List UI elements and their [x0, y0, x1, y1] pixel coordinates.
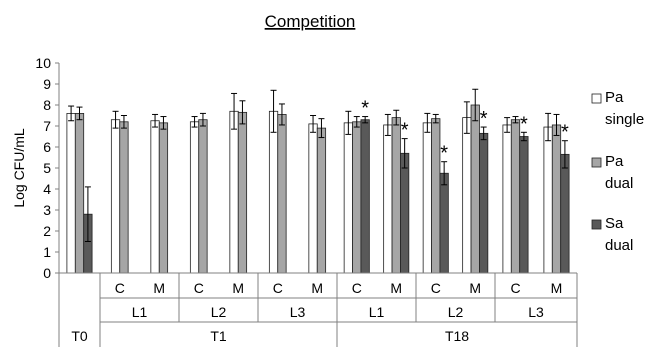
legend-label-pa-dual: dual	[605, 175, 633, 192]
y-tick-label: 4	[43, 181, 51, 197]
y-tick-label: 2	[43, 223, 51, 239]
bar-sa-dual	[479, 132, 489, 274]
y-tick-label: 6	[43, 139, 51, 155]
bar-sa-dual	[360, 119, 370, 274]
bar-pa-dual	[391, 117, 401, 274]
x-tick-label-condition: M	[469, 280, 481, 296]
x-tick-label-level: L2	[448, 304, 464, 320]
y-tick-label: 7	[43, 118, 51, 134]
legend-swatch-pa-single	[591, 93, 602, 104]
x-tick-label-level: L1	[369, 304, 385, 320]
bar-pa-single	[383, 124, 393, 274]
legend-label-sa-dual: dual	[605, 237, 633, 254]
bar-pa-dual	[551, 124, 562, 274]
legend-label-pa-single: single	[605, 111, 644, 128]
legend-label-pa-single: Pa	[605, 89, 624, 106]
legend: Pa single Pa dual Sa dual	[591, 89, 644, 254]
y-tick-label: 5	[43, 160, 51, 176]
x-tick-label-level: L1	[132, 304, 148, 320]
bar-pa-single	[229, 110, 239, 274]
bar-pa-dual	[198, 119, 208, 274]
x-tick-label-condition: C	[273, 280, 283, 296]
bar-pa-dual	[352, 121, 362, 274]
bar-pa-single	[543, 126, 553, 274]
bar-pa-single	[110, 119, 121, 274]
bar-pa-single	[422, 122, 432, 274]
bar-pa-dual	[119, 121, 129, 274]
x-tick-label-condition: C	[431, 280, 441, 296]
bar-pa-single	[343, 122, 353, 274]
y-tick-label: 8	[43, 97, 51, 113]
x-tick-label-condition: C	[510, 280, 520, 296]
bar-pa-single	[462, 117, 472, 274]
legend-swatch-pa-dual	[591, 157, 602, 168]
x-tick-label-level: L3	[290, 304, 306, 320]
bar-sa-dual	[519, 136, 529, 274]
bar-sa-dual	[400, 152, 410, 274]
significance-asterisk: *	[361, 98, 369, 120]
bar-pa-single	[308, 123, 318, 274]
bar-pa-dual	[74, 113, 85, 274]
y-tick-label: 1	[43, 244, 51, 260]
bar-pa-single	[189, 121, 200, 274]
bar-pa-dual	[237, 111, 248, 274]
bar-pa-single	[150, 120, 160, 274]
legend-swatch-sa-dual	[591, 219, 602, 230]
significance-asterisk: *	[440, 143, 448, 165]
bar-sa-dual	[560, 153, 570, 274]
x-tick-label-condition: C	[194, 280, 204, 296]
x-tick-label-time: T1	[210, 328, 227, 344]
x-tick-label-time: T0	[71, 328, 88, 344]
x-tick-label-condition: M	[551, 280, 563, 296]
legend-label-pa-dual: Pa	[605, 153, 624, 170]
bar-pa-single	[502, 124, 512, 274]
bar-pa-dual	[277, 114, 287, 274]
x-tick-label-condition: C	[352, 280, 362, 296]
significance-asterisk: *	[561, 122, 569, 144]
legend-label-sa-dual: Sa	[605, 215, 624, 232]
chart-title: Competition	[265, 12, 356, 31]
bar-pa-single	[268, 110, 279, 274]
bar-sa-dual	[439, 172, 449, 274]
x-tick-label-time: T18	[445, 328, 469, 344]
y-tick-label: 9	[43, 76, 51, 92]
significance-asterisk: *	[480, 108, 488, 130]
bar-pa-dual	[470, 104, 480, 274]
y-tick-label: 10	[35, 55, 51, 71]
significance-asterisk: *	[401, 120, 409, 142]
x-tick-label-condition: M	[390, 280, 402, 296]
x-tick-label-condition: M	[311, 280, 323, 296]
y-tick-label: 3	[43, 202, 51, 218]
y-tick-label: 0	[43, 265, 51, 281]
x-tick-label-condition: M	[153, 280, 165, 296]
bars-layer: * * * * * *	[66, 88, 570, 274]
x-tick-label-condition: M	[232, 280, 244, 296]
x-tick-label-level: L2	[211, 304, 227, 320]
bar-pa-dual	[510, 119, 521, 274]
x-tick-label-condition: C	[115, 280, 125, 296]
x-tick-label-level: L3	[528, 304, 544, 320]
significance-asterisk: *	[520, 113, 528, 135]
bar-pa-dual	[158, 122, 169, 274]
bar-pa-dual	[431, 118, 441, 274]
bar-pa-dual	[316, 127, 327, 274]
bar-pa-single	[66, 113, 76, 274]
x-axis: C M C M C M C M C M C M L1 L2 L3 L1 L2 L3 T0 T1 T18	[58, 272, 578, 347]
y-axis-label: Log CFU/mL	[11, 128, 27, 208]
y-axis: 0 1 2 3 4 5 6 7 8 9 10	[35, 55, 60, 281]
